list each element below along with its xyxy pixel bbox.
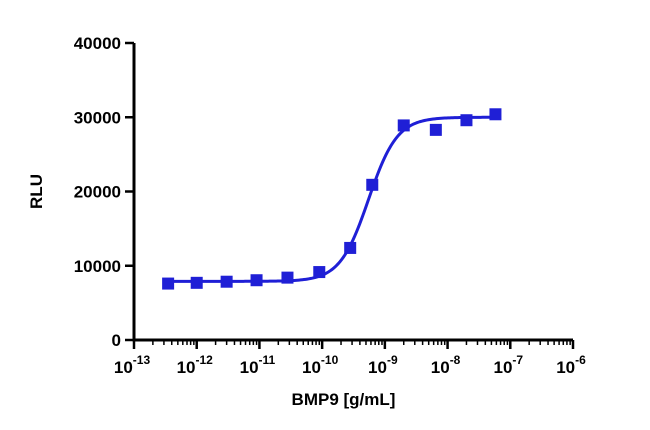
data-point	[397, 119, 410, 132]
y-tick-label: 10000	[74, 257, 121, 276]
x-tick-label: 10-7	[493, 353, 523, 377]
data-point	[313, 266, 326, 279]
points-layer	[162, 108, 502, 290]
x-tick-label: 10-6	[556, 353, 586, 377]
data-point	[281, 271, 294, 284]
x-tick-label: 10-9	[368, 353, 398, 377]
y-tick-label: 30000	[74, 108, 121, 127]
data-point	[162, 277, 175, 290]
x-tick-label: 10-8	[431, 353, 461, 377]
data-point	[429, 123, 442, 136]
y-ticks: 0 10000 20000 30000 40000	[74, 34, 134, 350]
fit-layer	[168, 115, 496, 283]
y-axis-title: RLU	[27, 174, 46, 209]
axes	[132, 43, 573, 342]
x-axis-title: BMP9 [g/mL]	[292, 390, 396, 409]
data-point	[489, 108, 502, 121]
x-tick-label: 10-10	[302, 353, 339, 377]
data-point	[460, 114, 473, 127]
x-tick-label: 10-13	[114, 353, 151, 377]
y-tick-label: 40000	[74, 34, 121, 53]
x-ticks: 10-13 10-12 10-11 10-10 10-9 10-8 10-7 10-6	[114, 340, 586, 377]
data-point	[366, 178, 379, 191]
data-point	[190, 276, 203, 289]
data-point	[344, 241, 357, 254]
y-tick-label: 20000	[74, 183, 121, 202]
data-point	[220, 275, 233, 288]
fit-curve	[168, 115, 496, 283]
x-tick-label: 10-12	[177, 353, 214, 377]
data-point	[250, 274, 263, 287]
x-tick-label: 10-11	[240, 353, 276, 377]
y-tick-label: 0	[112, 331, 121, 350]
